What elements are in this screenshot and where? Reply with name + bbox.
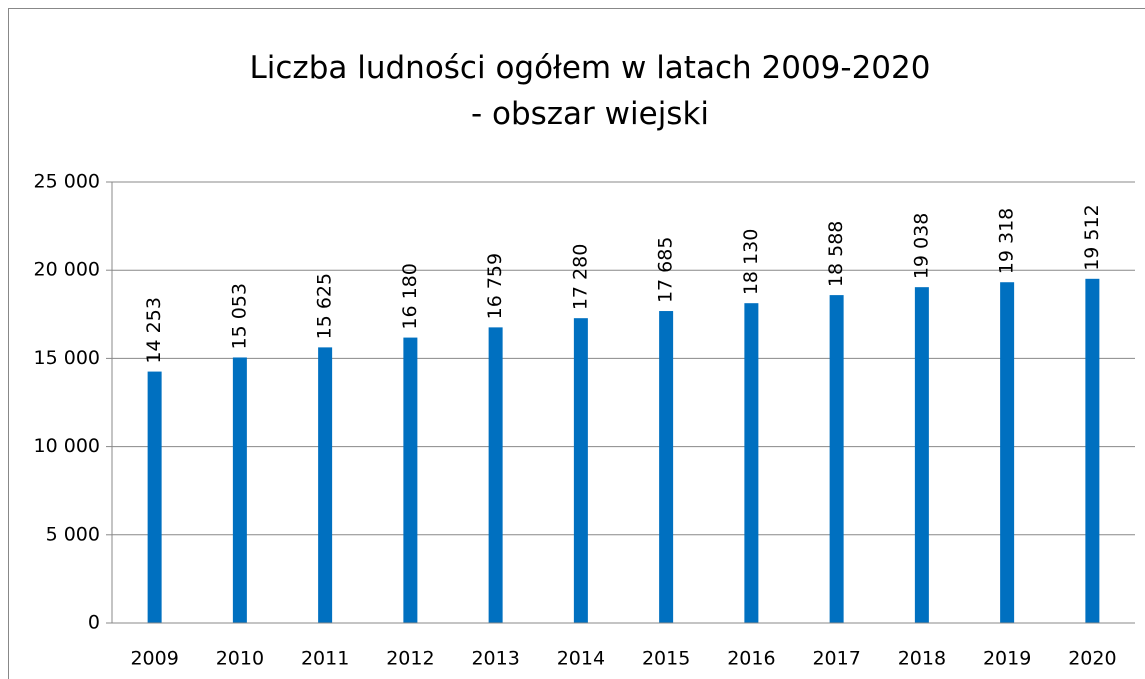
x-tick-label: 2012 <box>386 648 434 670</box>
y-tick-label: 20 000 <box>34 259 100 281</box>
y-tick-label: 0 <box>88 612 100 634</box>
x-tick-label: 2018 <box>898 648 946 670</box>
x-tick-label: 2017 <box>812 648 860 670</box>
bar <box>1000 282 1015 623</box>
bar <box>744 303 759 623</box>
x-tick-label: 2011 <box>301 648 349 670</box>
y-tick-label: 5 000 <box>46 523 100 545</box>
bar <box>829 295 844 623</box>
chart-title: - obszar wiejski <box>471 96 709 132</box>
value-label: 16 180 <box>399 263 421 329</box>
y-tick-label: 10 000 <box>34 435 100 457</box>
x-tick-label: 2014 <box>557 648 605 670</box>
bar <box>914 287 929 623</box>
chart-title: Liczba ludności ogółem w latach 2009-202… <box>250 50 931 86</box>
value-label: 16 759 <box>484 253 506 319</box>
x-tick-label: 2013 <box>471 648 519 670</box>
value-label: 15 053 <box>228 283 250 349</box>
x-tick-label: 2009 <box>130 648 178 670</box>
bar <box>1085 278 1100 623</box>
bar <box>232 357 247 623</box>
value-label: 19 318 <box>996 208 1018 274</box>
value-label: 19 512 <box>1081 204 1103 270</box>
bar <box>318 347 333 623</box>
x-tick-label: 2010 <box>216 648 264 670</box>
y-tick-label: 15 000 <box>34 347 100 369</box>
bar <box>659 311 674 623</box>
x-tick-label: 2019 <box>983 648 1031 670</box>
x-tick-label: 2016 <box>727 648 775 670</box>
value-label: 17 280 <box>569 244 591 310</box>
bar <box>573 318 588 623</box>
bar <box>488 327 503 623</box>
y-tick-label: 25 000 <box>34 171 100 193</box>
value-label: 14 253 <box>143 297 165 363</box>
value-label: 15 625 <box>314 273 336 339</box>
value-label: 19 038 <box>910 213 932 279</box>
value-label: 18 130 <box>740 229 762 295</box>
value-label: 18 588 <box>825 221 847 287</box>
bar <box>147 371 162 623</box>
x-tick-label: 2015 <box>642 648 690 670</box>
x-tick-label: 2020 <box>1068 648 1116 670</box>
bar <box>403 337 418 623</box>
value-label: 17 685 <box>655 237 677 303</box>
